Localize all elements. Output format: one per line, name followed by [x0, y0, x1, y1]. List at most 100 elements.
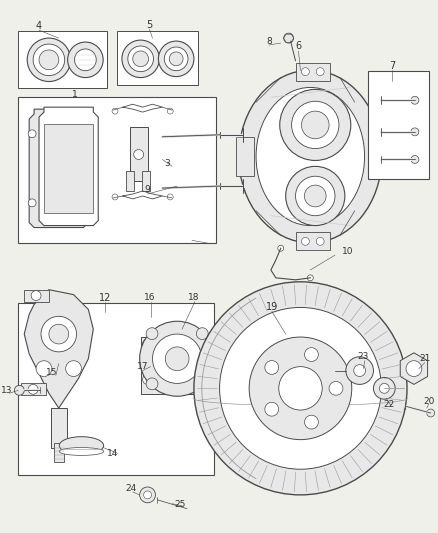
Bar [237, 137, 254, 176]
Polygon shape [29, 109, 88, 228]
Circle shape [374, 377, 395, 399]
Circle shape [316, 68, 324, 76]
Text: 23: 23 [357, 352, 368, 361]
Bar [54, 442, 64, 462]
Circle shape [134, 150, 144, 159]
Circle shape [301, 68, 309, 76]
Text: 12: 12 [99, 293, 111, 303]
Circle shape [346, 357, 374, 384]
Circle shape [36, 361, 52, 376]
Circle shape [164, 47, 188, 71]
Text: 3: 3 [164, 159, 170, 168]
Circle shape [354, 365, 366, 376]
Circle shape [265, 402, 279, 416]
Text: 10: 10 [342, 247, 353, 256]
Circle shape [178, 375, 188, 384]
Circle shape [411, 96, 419, 104]
Circle shape [304, 415, 318, 429]
Circle shape [33, 44, 65, 76]
Circle shape [301, 237, 309, 245]
Circle shape [280, 90, 351, 160]
Circle shape [67, 42, 103, 78]
Circle shape [178, 339, 188, 349]
Text: 17: 17 [137, 362, 148, 371]
Circle shape [249, 337, 352, 440]
Circle shape [140, 321, 215, 396]
Circle shape [28, 130, 36, 138]
Circle shape [167, 108, 173, 114]
Bar [18, 98, 215, 244]
Circle shape [196, 378, 208, 390]
Bar [21, 383, 46, 395]
Text: 21: 21 [419, 354, 431, 364]
Circle shape [143, 375, 152, 384]
Circle shape [329, 382, 343, 395]
Bar [367, 71, 429, 179]
Ellipse shape [239, 70, 382, 243]
Circle shape [427, 409, 434, 417]
Text: 14: 14 [107, 449, 119, 458]
Circle shape [31, 290, 41, 301]
Circle shape [379, 383, 389, 393]
Text: 5: 5 [146, 20, 153, 30]
Ellipse shape [59, 448, 104, 455]
Text: 4: 4 [36, 21, 42, 31]
Ellipse shape [59, 437, 104, 455]
Circle shape [219, 308, 381, 469]
Circle shape [316, 237, 324, 245]
Circle shape [286, 166, 345, 225]
Bar [141, 171, 149, 191]
Circle shape [112, 108, 118, 114]
Text: 20: 20 [423, 397, 434, 406]
Text: 7: 7 [389, 61, 396, 71]
Circle shape [128, 46, 153, 71]
Text: 13: 13 [1, 386, 12, 395]
Circle shape [304, 348, 318, 361]
Text: 22: 22 [384, 400, 395, 409]
Circle shape [133, 51, 148, 67]
Text: 19: 19 [266, 302, 278, 312]
Circle shape [27, 38, 71, 82]
Circle shape [307, 275, 313, 281]
Bar [296, 232, 330, 250]
Text: 9: 9 [145, 184, 150, 193]
Circle shape [122, 40, 159, 78]
Circle shape [41, 316, 77, 352]
Circle shape [152, 334, 202, 383]
Circle shape [292, 101, 339, 149]
Text: 1: 1 [72, 90, 78, 99]
Polygon shape [24, 289, 93, 408]
Circle shape [411, 156, 419, 164]
Circle shape [146, 378, 158, 390]
Bar [24, 289, 49, 302]
Circle shape [140, 487, 155, 503]
Polygon shape [400, 353, 427, 384]
Circle shape [74, 49, 96, 71]
Bar [130, 127, 148, 181]
Circle shape [49, 324, 69, 344]
Circle shape [159, 41, 194, 77]
Text: 25: 25 [174, 500, 186, 509]
Bar [296, 63, 330, 80]
Circle shape [196, 328, 208, 340]
Circle shape [265, 360, 279, 374]
Text: 24: 24 [125, 484, 136, 494]
Text: 15: 15 [46, 368, 58, 377]
Bar [367, 137, 382, 176]
Polygon shape [39, 107, 98, 225]
Text: 6: 6 [296, 41, 301, 51]
Circle shape [296, 176, 335, 216]
Circle shape [28, 199, 36, 207]
Bar [117, 31, 198, 85]
Text: 8: 8 [266, 37, 272, 46]
Circle shape [284, 33, 293, 43]
Circle shape [144, 491, 152, 499]
Circle shape [194, 282, 407, 495]
Circle shape [167, 194, 173, 200]
Bar [51, 408, 67, 448]
Bar [18, 31, 107, 88]
Circle shape [301, 111, 329, 139]
Circle shape [169, 52, 183, 66]
Circle shape [14, 385, 24, 395]
Circle shape [39, 50, 59, 70]
